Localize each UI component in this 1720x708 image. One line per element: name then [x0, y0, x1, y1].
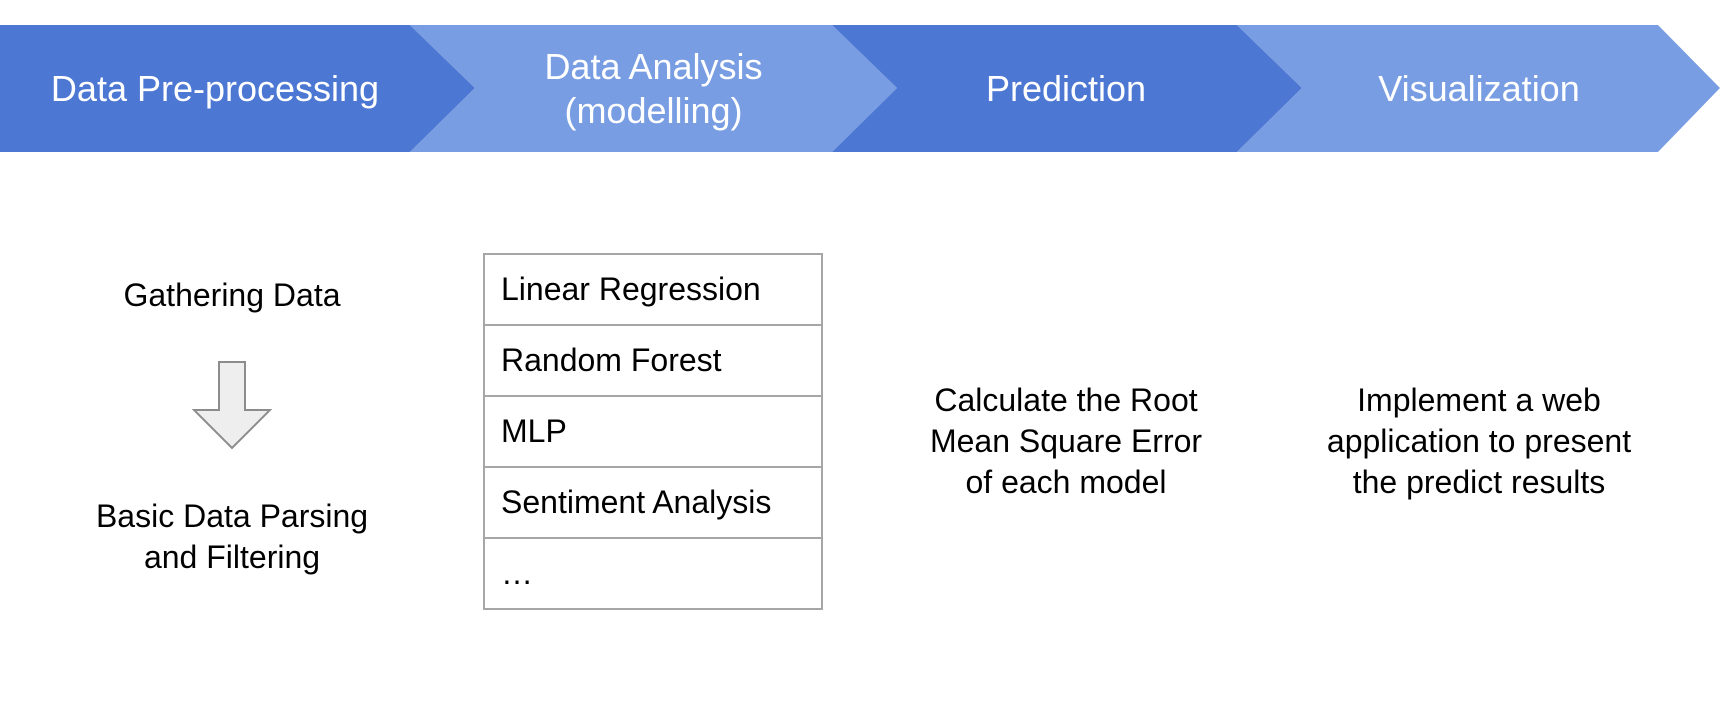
table-row: Linear Regression [483, 253, 823, 326]
table-row: Sentiment Analysis [483, 466, 823, 539]
model-random-forest: Random Forest [483, 324, 823, 397]
stage-chevron-visualization [1237, 25, 1720, 152]
gathering-data-text: Gathering Data [123, 277, 341, 313]
table-row: Random Forest [483, 324, 823, 397]
model-mlp: MLP [483, 395, 823, 468]
down-arrow-icon [192, 361, 272, 450]
stage-label-prediction: Prediction [985, 67, 1147, 109]
prediction-description: Calculate the Root Mean Square Error of … [929, 382, 1203, 500]
model-linear-regression: Linear Regression [483, 253, 823, 326]
process-chevron-bar [0, 25, 1720, 152]
visualization-description: Implement a web application to present t… [1326, 382, 1632, 500]
stage-chevron-data-preprocessing [0, 25, 475, 152]
model-sentiment-analysis: Sentiment Analysis [483, 466, 823, 539]
table-row: MLP [483, 395, 823, 468]
stage-label-visualization: Visualization [1378, 67, 1580, 109]
stage-label-data-analysis: Data Analysis (modelling) [544, 46, 763, 131]
stage-label-data-preprocessing: Data Pre-processing [50, 67, 380, 109]
stage-chevron-data-analysis [410, 25, 897, 152]
model-more-ellipsis: … [483, 537, 823, 610]
table-row: … [483, 537, 823, 610]
stage-chevron-prediction [832, 25, 1302, 152]
models-table: Linear Regression Random Forest MLP Sent… [483, 253, 823, 610]
basic-data-parsing-text: Basic Data Parsing and Filtering [95, 498, 369, 575]
